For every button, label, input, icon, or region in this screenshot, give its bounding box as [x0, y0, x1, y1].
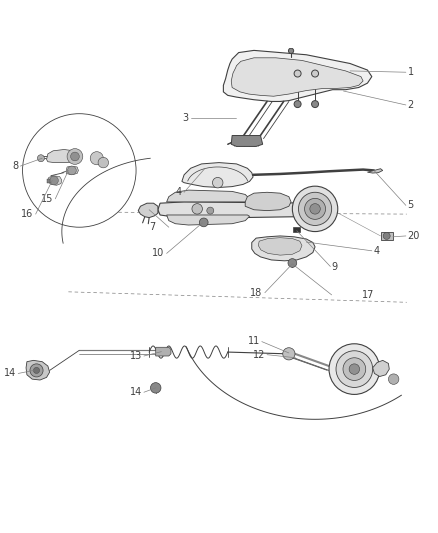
Polygon shape [373, 360, 389, 376]
Circle shape [310, 204, 320, 214]
Circle shape [383, 232, 390, 239]
Polygon shape [231, 135, 263, 147]
Circle shape [22, 114, 136, 227]
Circle shape [71, 152, 79, 161]
Text: 13: 13 [131, 351, 143, 361]
Text: 12: 12 [253, 350, 265, 360]
Text: 11: 11 [248, 336, 260, 346]
Polygon shape [158, 202, 330, 219]
Text: 3: 3 [182, 113, 188, 123]
Circle shape [199, 218, 208, 227]
Polygon shape [138, 203, 158, 217]
Polygon shape [26, 360, 49, 380]
Polygon shape [46, 149, 78, 163]
Text: 15: 15 [41, 194, 53, 204]
Circle shape [343, 358, 366, 381]
Polygon shape [156, 348, 171, 356]
Text: 14: 14 [131, 387, 143, 397]
Circle shape [349, 364, 360, 374]
Polygon shape [293, 227, 300, 232]
Polygon shape [231, 58, 363, 96]
Circle shape [98, 157, 109, 168]
Circle shape [67, 149, 83, 164]
Polygon shape [48, 176, 62, 185]
Circle shape [90, 152, 103, 165]
Circle shape [336, 351, 373, 387]
Polygon shape [182, 163, 253, 188]
Text: 4: 4 [176, 187, 182, 197]
Circle shape [298, 192, 332, 225]
Circle shape [151, 383, 161, 393]
Text: 17: 17 [362, 290, 374, 300]
Circle shape [30, 364, 43, 377]
Polygon shape [258, 238, 302, 255]
Circle shape [49, 176, 58, 185]
Circle shape [294, 70, 301, 77]
Text: 7: 7 [149, 222, 156, 232]
Circle shape [192, 204, 202, 214]
Circle shape [292, 186, 338, 231]
Text: 20: 20 [408, 231, 420, 241]
Polygon shape [46, 179, 49, 183]
Circle shape [311, 101, 318, 108]
Circle shape [207, 207, 214, 214]
Polygon shape [166, 190, 250, 202]
Polygon shape [252, 236, 315, 261]
Polygon shape [245, 192, 291, 211]
Text: 2: 2 [408, 100, 414, 110]
Circle shape [294, 101, 301, 108]
Circle shape [329, 344, 380, 394]
Polygon shape [381, 231, 393, 240]
Text: 5: 5 [408, 200, 414, 211]
Circle shape [289, 48, 293, 53]
Circle shape [389, 374, 399, 384]
Text: 14: 14 [4, 368, 17, 378]
Circle shape [311, 70, 318, 77]
Text: 18: 18 [251, 288, 263, 298]
Circle shape [212, 177, 223, 188]
Polygon shape [367, 169, 383, 173]
Polygon shape [223, 51, 372, 101]
Polygon shape [66, 166, 78, 175]
Circle shape [37, 155, 44, 161]
Circle shape [33, 367, 39, 374]
Text: 1: 1 [408, 67, 414, 77]
Text: 10: 10 [152, 248, 164, 259]
Circle shape [304, 198, 325, 220]
Text: 4: 4 [373, 246, 379, 256]
Circle shape [288, 259, 297, 268]
Text: 8: 8 [12, 161, 18, 171]
Polygon shape [166, 215, 250, 225]
Text: 16: 16 [21, 209, 33, 219]
Circle shape [67, 166, 76, 175]
Circle shape [283, 348, 295, 360]
Text: 9: 9 [332, 262, 338, 271]
